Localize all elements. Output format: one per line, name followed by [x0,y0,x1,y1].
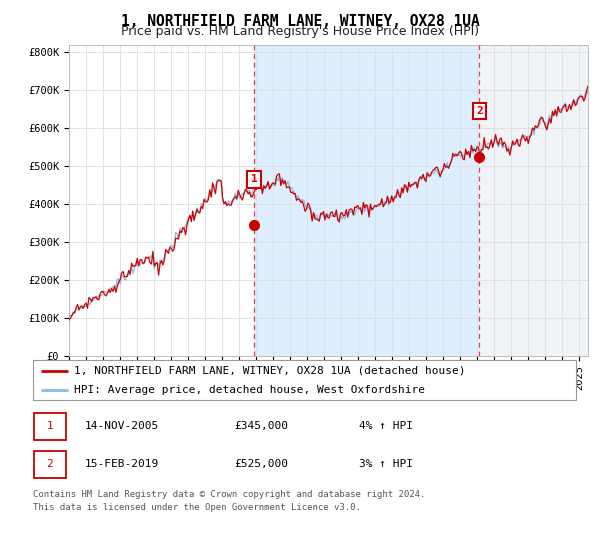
Text: 1: 1 [46,421,53,431]
Text: 2: 2 [46,459,53,469]
Bar [479,45,588,356]
Bar [254,45,479,356]
Text: 2: 2 [476,106,483,116]
FancyBboxPatch shape [34,451,65,478]
Text: 3% ↑ HPI: 3% ↑ HPI [359,459,413,469]
Text: 15-FEB-2019: 15-FEB-2019 [85,459,159,469]
FancyBboxPatch shape [33,360,576,400]
Text: £525,000: £525,000 [234,459,288,469]
Text: 4% ↑ HPI: 4% ↑ HPI [359,421,413,431]
Text: 1, NORTHFIELD FARM LANE, WITNEY, OX28 1UA (detached house): 1, NORTHFIELD FARM LANE, WITNEY, OX28 1U… [74,366,465,376]
Text: 14-NOV-2005: 14-NOV-2005 [85,421,159,431]
Text: 1: 1 [251,174,257,184]
Text: Contains HM Land Registry data © Crown copyright and database right 2024.
This d: Contains HM Land Registry data © Crown c… [33,490,425,511]
FancyBboxPatch shape [34,413,65,440]
Text: HPI: Average price, detached house, West Oxfordshire: HPI: Average price, detached house, West… [74,385,425,394]
Text: £345,000: £345,000 [234,421,288,431]
Text: Price paid vs. HM Land Registry's House Price Index (HPI): Price paid vs. HM Land Registry's House … [121,25,479,38]
Text: 1, NORTHFIELD FARM LANE, WITNEY, OX28 1UA: 1, NORTHFIELD FARM LANE, WITNEY, OX28 1U… [121,14,479,29]
